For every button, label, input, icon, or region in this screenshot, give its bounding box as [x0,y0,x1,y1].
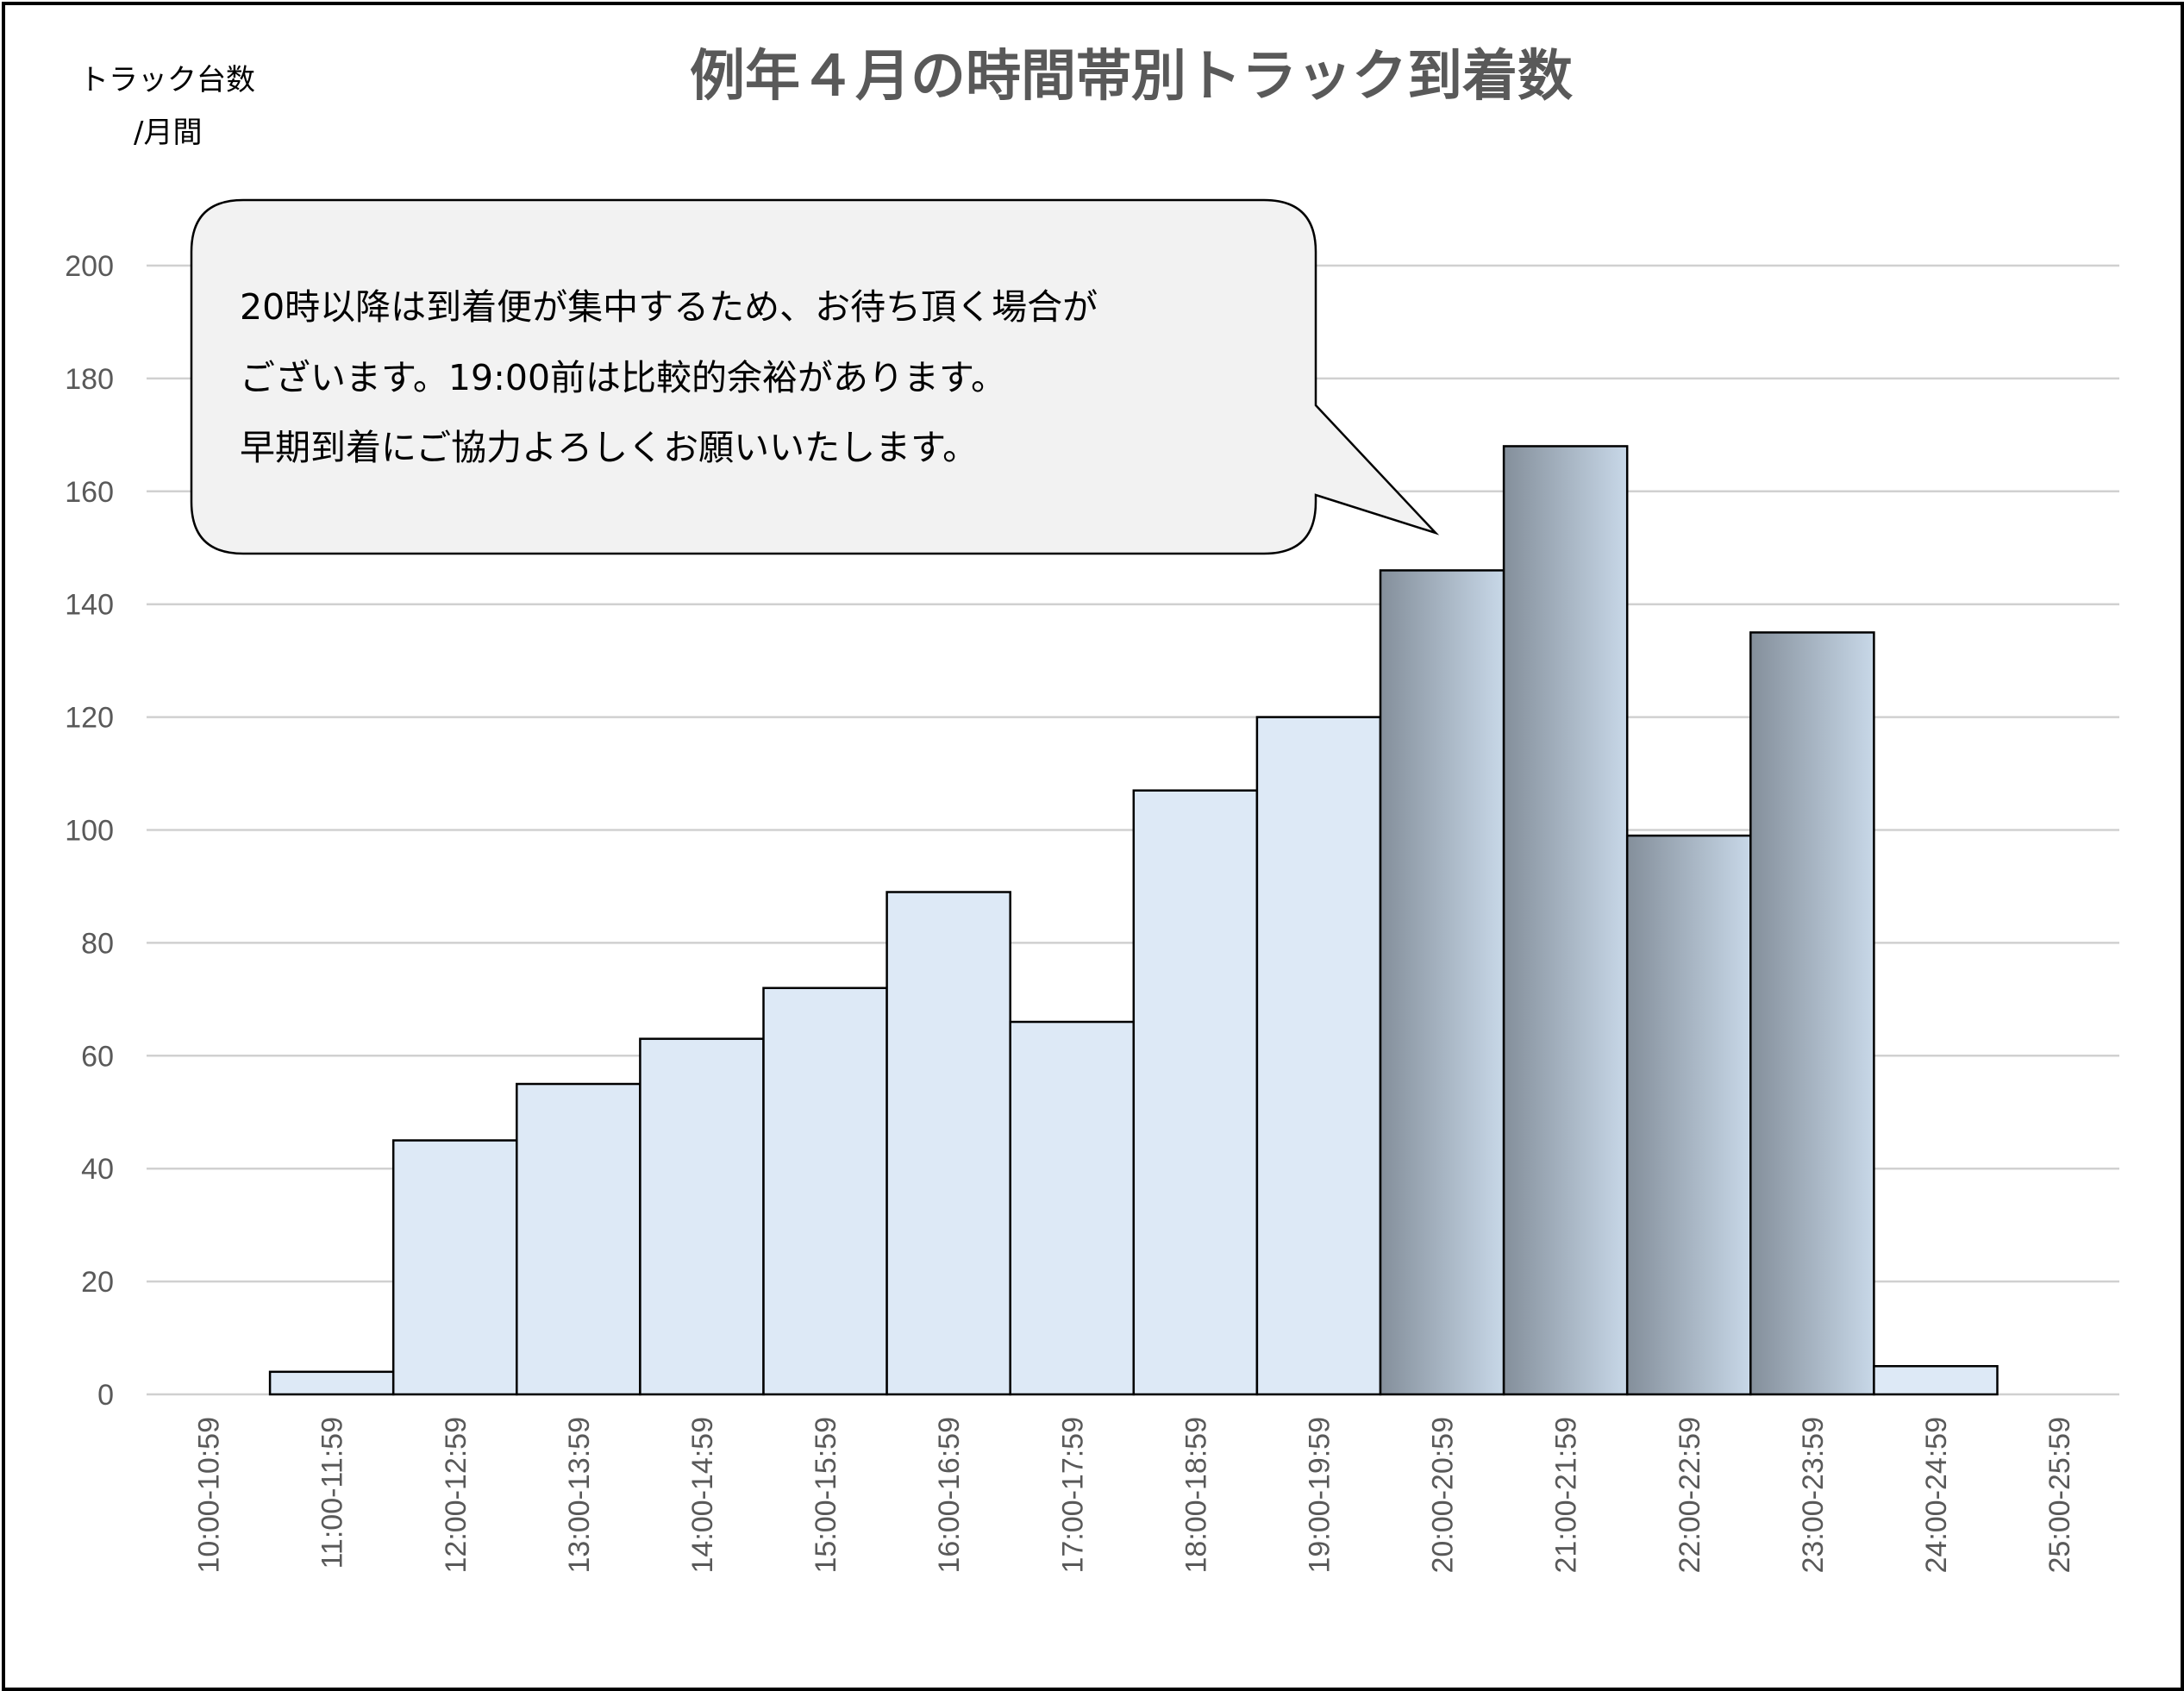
y-tick-label: 140 [65,589,114,622]
x-tick-label: 18:00-18:59 [1180,1417,1212,1574]
x-tick-label: 20:00-20:59 [1427,1417,1460,1574]
bars [268,445,1999,1396]
x-tick-label: 15:00-15:59 [810,1417,842,1574]
callout-line-3: 早期到着にご協力よろしくお願いいたします。 [240,427,978,468]
bar-22:00-22:59 [1625,834,1752,1396]
callout-bubble [190,198,1440,555]
y-tick-label: 120 [65,702,114,735]
bar-14:00-14:59 [639,1037,765,1396]
x-tick-label: 21:00-21:59 [1550,1417,1583,1574]
y-tick-label: 180 [65,363,114,396]
bar-21:00-21:59 [1502,445,1629,1396]
bar-11:00-11:59 [268,1370,395,1396]
x-tick-label: 12:00-12:59 [440,1417,472,1574]
x-tick-labels: 10:00-10:59 11:00-11:59 12:00-12:59 13:00-1… [193,1417,2077,1574]
y-tick-label: 0 [97,1379,114,1412]
bar-24:00-24:59 [1873,1365,1999,1396]
bar-20:00-20:59 [1379,569,1505,1396]
callout-line-2: ございます。19:00前は比較的余裕があります。 [240,357,1006,398]
x-tick-label: 16:00-16:59 [933,1417,966,1574]
bar-12:00-12:59 [391,1139,518,1396]
y-tick-label: 80 [81,927,114,960]
x-tick-label: 10:00-10:59 [193,1417,226,1574]
x-tick-label: 24:00-24:59 [1920,1417,1953,1574]
y-axis-label: トラック台数 [79,63,255,97]
bar-23:00-23:59 [1749,631,1875,1396]
bar-19:00-19:59 [1255,716,1382,1396]
x-tick-label: 22:00-22:59 [1674,1417,1706,1574]
callout-line-1: 20時以降は到着便が集中するため、お待ち頂く場合が [240,286,1098,328]
x-tick-label: 14:00-14:59 [686,1417,719,1574]
y-tick-label: 100 [65,815,114,848]
x-tick-label: 19:00-19:59 [1303,1417,1336,1574]
x-tick-label: 25:00-25:59 [2043,1417,2076,1574]
y-tick-label: 200 [65,250,114,283]
y-tick-label: 60 [81,1040,114,1073]
y-axis-unit: /月間 [134,116,202,150]
bar-15:00-15:59 [762,986,888,1396]
x-tick-label: 17:00-17:59 [1056,1417,1089,1574]
bar-16:00-16:59 [885,891,1011,1396]
x-tick-label: 13:00-13:59 [563,1417,596,1574]
x-tick-label: 11:00-11:59 [316,1417,349,1569]
chart-title: 例年４月の時間帯別トラック到着数 [690,45,1573,109]
callout-annotation: 20時以降は到着便が集中するため、お待ち頂く場合が ございます。19:00前は比… [190,198,1440,555]
x-tick-label: 23:00-23:59 [1797,1417,1830,1574]
y-tick-label: 20 [81,1266,114,1299]
bar-18:00-18:59 [1132,789,1259,1396]
bar-17:00-17:59 [1009,1020,1136,1396]
y-tick-label: 160 [65,476,114,509]
bar-13:00-13:59 [516,1082,641,1396]
y-tick-labels: 0 20 40 60 80 100 120 140 160 180 200 [65,250,114,1412]
y-tick-label: 40 [81,1153,114,1186]
